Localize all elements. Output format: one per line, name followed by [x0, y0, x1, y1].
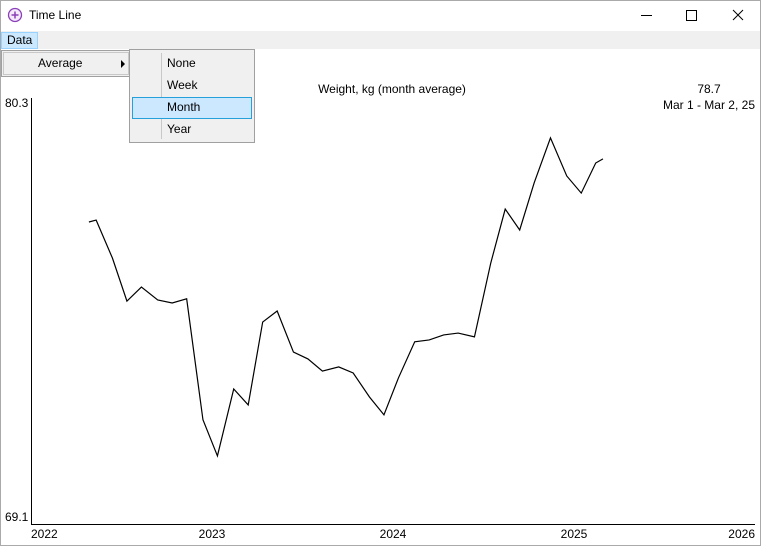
y-tick-label: 69.1 — [5, 510, 29, 524]
x-tick-label: 2022 — [31, 527, 58, 541]
menu-item-highlight[interactable] — [1, 32, 38, 49]
menu-data[interactable]: Data — [7, 33, 33, 47]
plot-area: 69.1 80.3 2022 2023 2024 2025 2026 — [5, 96, 755, 541]
x-tick-label: 2023 — [199, 527, 226, 541]
window-title: Time Line — [29, 8, 82, 22]
x-tick-label: 2026 — [728, 527, 755, 541]
x-tick-label: 2025 — [561, 527, 588, 541]
menu-none[interactable]: None — [167, 56, 196, 70]
menu-week[interactable]: Week — [167, 78, 198, 92]
menu-year[interactable]: Year — [167, 122, 191, 136]
menu-average[interactable]: Average — [38, 56, 83, 70]
menu-bar — [1, 31, 760, 49]
x-tick-label: 2024 — [380, 527, 407, 541]
chart-title: Weight, kg (month average) — [318, 82, 466, 96]
menu-item-highlight[interactable] — [3, 52, 129, 75]
app-icon-plus — [11, 11, 19, 19]
data-line — [88, 136, 604, 458]
menu-month[interactable]: Month — [167, 100, 200, 114]
current-value: 78.7 — [697, 82, 721, 96]
close-button[interactable] — [732, 9, 744, 21]
maximize-button[interactable] — [686, 10, 697, 21]
submenu-arrow — [121, 60, 125, 68]
current-range: Mar 1 - Mar 2, 25 — [663, 98, 755, 112]
y-tick-label: 80.3 — [5, 96, 29, 110]
average-dropdown — [129, 49, 255, 143]
menu-item-highlight[interactable] — [132, 97, 252, 119]
